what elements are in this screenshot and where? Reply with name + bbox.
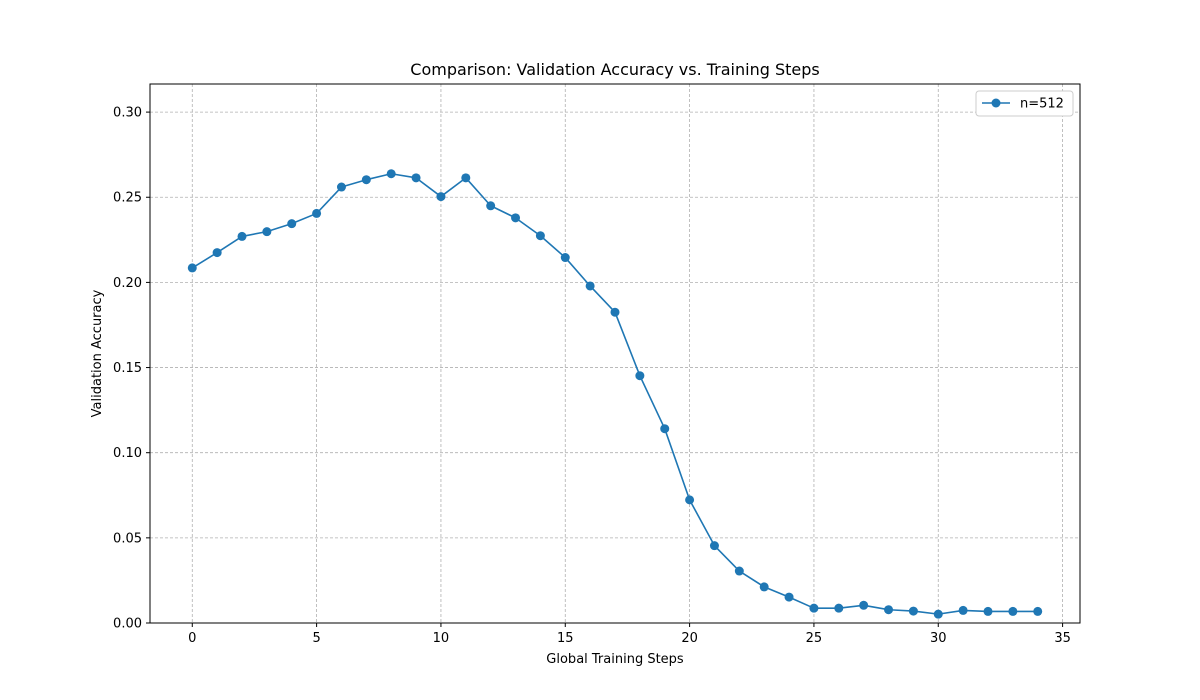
legend-box [975,90,1074,117]
data-point [436,192,446,202]
data-point [511,213,521,223]
y-tick-label: 0.20 [113,276,142,291]
data-point [312,208,322,218]
data-point [610,307,620,317]
data-point [983,606,993,616]
data-point [709,541,719,551]
data-point [809,603,819,613]
x-tick-label: 5 [312,631,320,646]
legend-marker-n512 [991,98,1001,108]
data-point [187,263,197,273]
legend: n=512 [975,90,1074,117]
series-layer [187,169,1043,619]
data-point [1033,606,1043,616]
data-point [685,495,695,505]
data-point [287,219,297,229]
x-tick-label: 35 [1054,631,1071,646]
x-tick-label: 25 [806,631,823,646]
x-tick-label: 20 [681,631,698,646]
data-point [336,182,346,192]
y-axis-label: Validation Accuracy [90,289,105,417]
data-point [884,605,894,615]
data-point [411,173,421,183]
x-axis-label: Global Training Steps [546,652,684,667]
data-point [1008,606,1018,616]
data-point [237,231,247,241]
data-point [635,371,645,381]
data-point [461,173,471,183]
data-point [958,605,968,615]
y-axis-ticks: 0.00 0.05 0.10 0.15 0.20 0.25 0.30 [113,106,150,632]
chart-title: Comparison: Validation Accuracy vs. Trai… [410,60,819,79]
data-point [486,201,496,211]
data-point [212,248,222,258]
data-point [386,169,396,179]
data-point [585,281,595,291]
x-tick-label: 30 [930,631,947,646]
y-tick-label: 0.15 [113,361,142,376]
data-point [759,582,769,592]
legend-label-n512: n=512 [1020,97,1064,112]
data-point [262,227,272,237]
data-point [908,606,918,616]
plot-area-frame [149,83,1081,624]
data-point [660,424,670,434]
data-point [834,603,844,613]
data-point [933,609,943,619]
y-tick-label: 0.30 [113,106,142,121]
x-tick-label: 15 [557,631,574,646]
y-tick-label: 0.25 [113,191,142,206]
x-tick-label: 0 [188,631,196,646]
y-tick-label: 0.00 [113,617,142,632]
data-point [784,592,794,602]
y-tick-label: 0.10 [113,446,142,461]
data-point [560,253,570,263]
x-tick-label: 10 [433,631,450,646]
data-point [535,231,545,241]
data-point [361,175,371,185]
data-point [734,566,744,576]
data-point [859,600,869,610]
x-axis-ticks: 0 5 10 15 20 25 30 35 [188,623,1071,646]
y-tick-label: 0.05 [113,531,142,546]
